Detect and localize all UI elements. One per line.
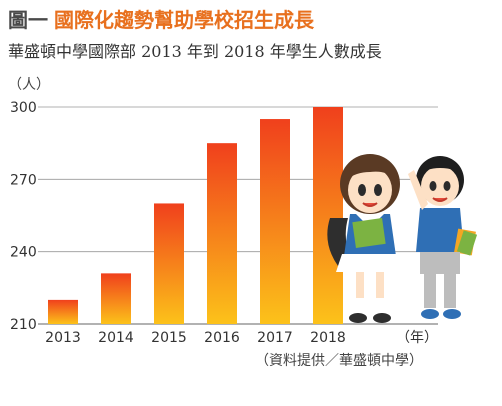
y-tick-label: 240: [10, 245, 37, 261]
y-tick-label: 210: [10, 317, 37, 333]
x-tick-label: 2017: [257, 330, 293, 346]
x-tick-labels: 2013 2014 2015 2016 2017 2018: [45, 330, 346, 346]
figure-title: 圖一 國際化趨勢幫助學校招生成長: [8, 4, 314, 33]
x-tick-label: 2015: [151, 330, 187, 346]
girl-student-icon: [327, 154, 404, 323]
x-tick-label: 2013: [45, 330, 81, 346]
boy-student-icon: [408, 156, 478, 319]
data-source-note: （資料提供／華盛頓中學）: [255, 353, 423, 369]
chart-subtitle: 華盛頓中學國際部 2013 年到 2018 年學生人數成長: [8, 42, 382, 61]
x-tick-label: 2018: [310, 330, 346, 346]
bar-2017: [260, 119, 290, 324]
y-tick-labels: 210 240 270 300: [10, 100, 37, 333]
bar-2014: [101, 273, 131, 324]
bar-2013: [48, 299, 78, 324]
two-students-icon: [327, 154, 478, 323]
bars: [48, 107, 343, 324]
figure-number: 圖一: [8, 8, 48, 32]
y-tick-label: 270: [10, 172, 37, 188]
bar-2016: [207, 143, 237, 324]
y-axis-unit: （人）: [8, 77, 50, 93]
bar-2018: [313, 107, 343, 324]
bar-2015: [154, 203, 184, 324]
x-axis-unit: （年）: [396, 330, 438, 346]
x-tick-label: 2014: [98, 330, 134, 346]
y-tick-label: 300: [10, 100, 37, 116]
figure-main-title: 國際化趨勢幫助學校招生成長: [54, 8, 314, 32]
x-tick-label: 2016: [204, 330, 240, 346]
